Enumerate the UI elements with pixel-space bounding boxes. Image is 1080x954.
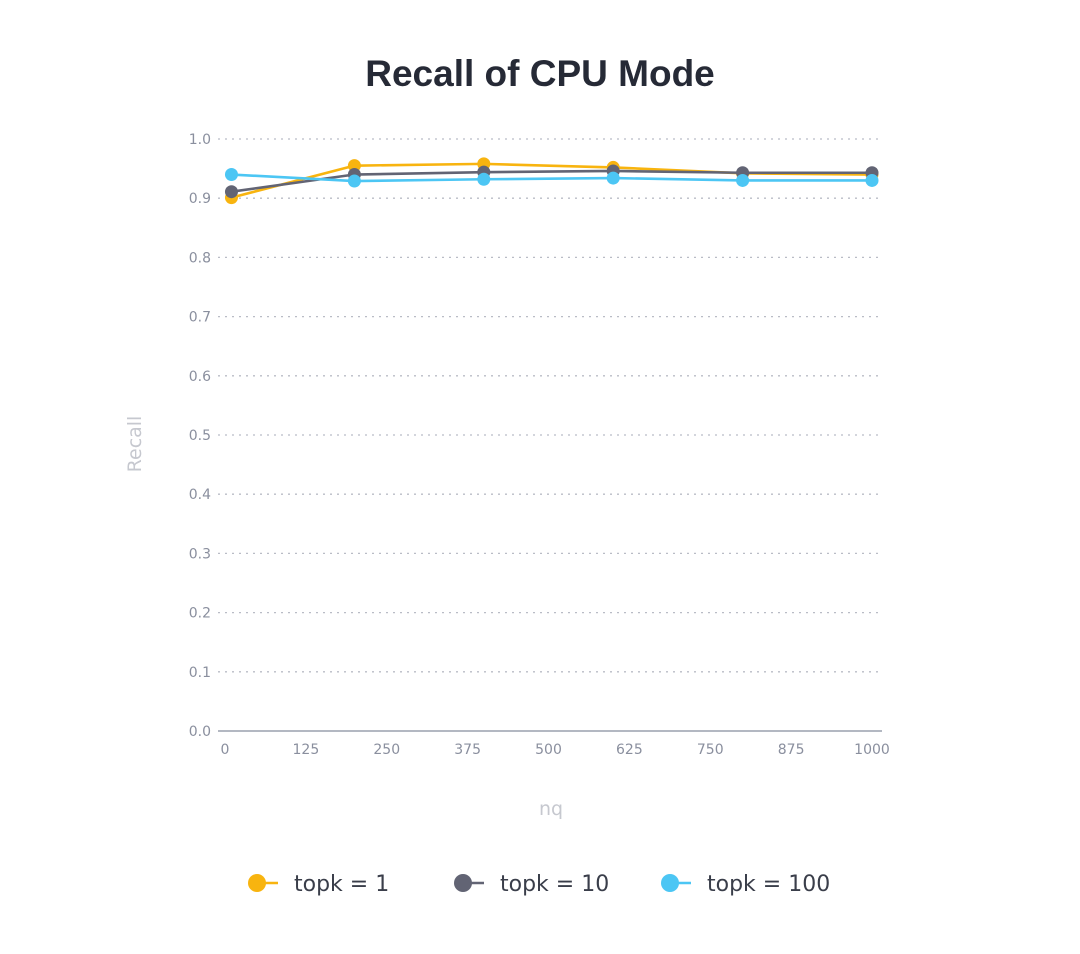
y-tick-label: 0.3 <box>189 546 211 562</box>
data-point <box>477 172 491 186</box>
data-point <box>865 173 879 187</box>
y-tick-label: 0.0 <box>189 724 211 740</box>
y-tick-label: 0.6 <box>189 369 211 385</box>
x-tick-label: 1000 <box>854 742 890 758</box>
series-line <box>231 169 872 193</box>
data-point <box>224 185 238 199</box>
x-tick-label: 500 <box>535 742 562 758</box>
x-tick-label: 625 <box>616 742 643 758</box>
grid-lines <box>218 138 879 673</box>
legend-label: topk = 10 <box>500 872 609 897</box>
x-axis-label: nq <box>539 798 563 820</box>
legend-label: topk = 100 <box>707 872 830 897</box>
series-line <box>231 173 872 183</box>
x-tick-label: 125 <box>293 742 320 758</box>
series-3 <box>224 168 879 188</box>
series-lines <box>224 157 879 205</box>
x-tick-label: 250 <box>373 742 400 758</box>
x-tick-label: 0 <box>221 742 230 758</box>
y-axis-label: Recall <box>124 416 146 473</box>
data-point <box>606 171 620 185</box>
legend-item: topk = 1 <box>248 872 389 897</box>
chart-title: Recall of CPU Mode <box>365 53 715 94</box>
data-point <box>347 159 361 173</box>
data-point <box>736 173 750 187</box>
y-tick-label: 0.7 <box>189 310 211 326</box>
y-tick-labels: 0.0 0.1 0.2 0.3 0.4 0.5 0.6 0.7 0.8 0.9 1.0 <box>189 132 211 740</box>
y-tick-label: 0.1 <box>189 665 211 681</box>
data-point <box>224 168 238 182</box>
y-tick-label: 0.4 <box>189 487 211 503</box>
y-tick-label: 1.0 <box>189 132 211 148</box>
x-tick-label: 375 <box>454 742 481 758</box>
legend-label: topk = 1 <box>294 872 389 897</box>
x-tick-label: 875 <box>778 742 805 758</box>
x-tick-labels: 0 125 250 375 500 625 750 875 1000 <box>221 742 890 758</box>
x-tick-label: 750 <box>697 742 724 758</box>
legend-item: topk = 100 <box>661 872 830 897</box>
y-tick-label: 0.9 <box>189 191 211 207</box>
y-tick-label: 0.5 <box>189 428 211 444</box>
data-point <box>347 174 361 188</box>
y-tick-label: 0.2 <box>189 606 211 622</box>
legend-item: topk = 10 <box>454 872 609 897</box>
y-tick-label: 0.8 <box>189 250 211 266</box>
legend: topk = 1 topk = 10 topk = 100 <box>248 872 830 897</box>
